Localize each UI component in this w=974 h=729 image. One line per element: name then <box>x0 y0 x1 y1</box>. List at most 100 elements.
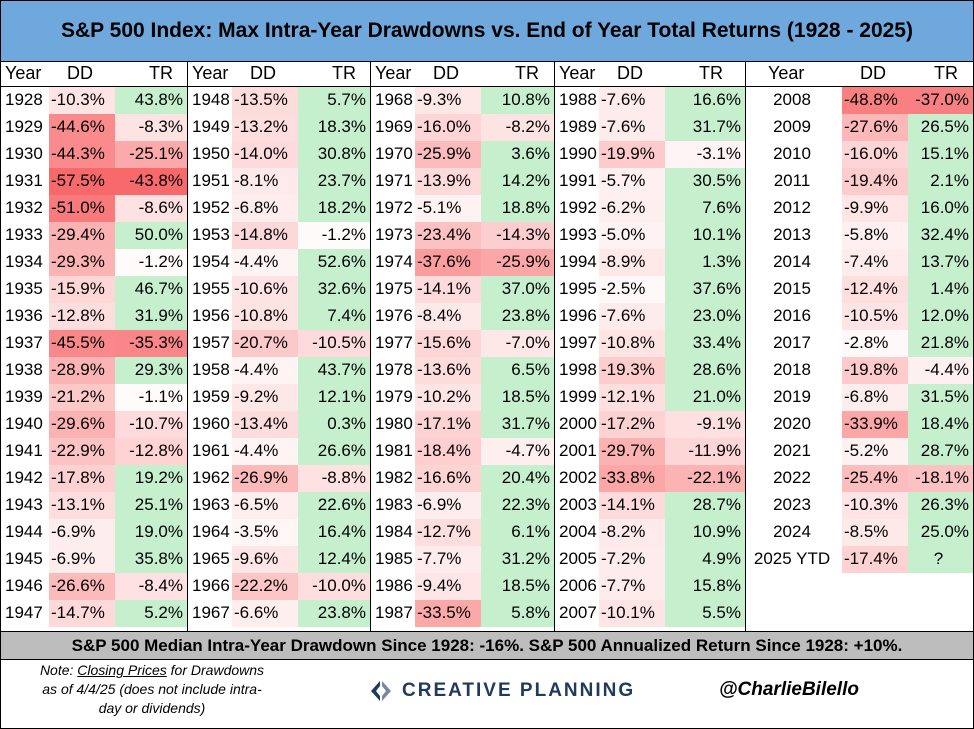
dd-value: -7.7% <box>601 576 646 595</box>
column-header-row: Year DD TR <box>746 62 973 87</box>
tr-value: 12.4% <box>317 549 366 568</box>
tr-cell-bg <box>298 384 370 411</box>
dd-value: -6.8% <box>844 387 889 406</box>
dd-value: -7.2% <box>601 549 646 568</box>
year-label: 2012 <box>773 198 811 217</box>
tr-value: 19.2% <box>134 468 183 487</box>
tr-value: 31.2% <box>501 549 550 568</box>
tr-value: 18.3% <box>317 117 366 136</box>
dd-value: -8.1% <box>234 171 279 190</box>
tr-cell-bg <box>481 222 554 249</box>
tr-cell-bg <box>665 546 745 573</box>
year-label: 2000 <box>559 414 597 433</box>
tr-value: -9.1% <box>696 414 741 433</box>
tr-cell-bg <box>481 168 554 195</box>
tr-cell-bg <box>908 330 973 357</box>
table-row: 1990 -19.9% -3.1% <box>555 141 745 168</box>
header-year: Year <box>559 63 596 83</box>
table-row: 1978 -13.6% 6.5% <box>371 357 554 384</box>
table-column-group: Year DD TR 2008 -48.8% -37.0% 2009 -27.6% 26.5% 2… <box>746 62 973 631</box>
tr-value: 31.7% <box>501 414 550 433</box>
header-year: Year <box>5 63 42 83</box>
tr-cell-bg <box>298 465 370 492</box>
tr-cell-bg <box>665 573 745 600</box>
year-label: 1986 <box>375 576 413 595</box>
table-row: 1999 -12.1% 21.0% <box>555 384 745 411</box>
tr-value: 30.5% <box>692 171 741 190</box>
dd-cell-bg <box>599 411 665 438</box>
table-row: 1981 -18.4% -4.7% <box>371 438 554 465</box>
header-dd: DD <box>433 63 459 83</box>
dd-cell-bg <box>599 546 665 573</box>
dd-cell-bg <box>599 438 665 465</box>
dd-cell-bg <box>415 303 481 330</box>
dd-value: -8.2% <box>601 522 646 541</box>
dd-value: -18.4% <box>417 441 471 460</box>
table-row: 1944 -6.9% 19.0% <box>1 519 187 546</box>
dd-value: -9.3% <box>417 90 462 109</box>
tr-value: 28.6% <box>692 360 741 379</box>
tr-value: 1.3% <box>702 252 741 271</box>
tr-value: 26.3% <box>920 495 969 514</box>
dd-value: -19.9% <box>601 144 655 163</box>
dd-cell-bg <box>232 438 298 465</box>
table-row: 1960 -13.4% 0.3% <box>188 411 370 438</box>
dd-cell-bg <box>599 141 665 168</box>
year-label: 2008 <box>773 90 811 109</box>
tr-value: 31.7% <box>692 117 741 136</box>
tr-value: 31.5% <box>920 387 969 406</box>
year-label: 1991 <box>559 171 597 190</box>
year-label: 1963 <box>192 495 230 514</box>
table-row: 1987 -33.5% 5.8% <box>371 600 554 627</box>
tr-value: 33.4% <box>692 333 741 352</box>
tr-cell-bg <box>298 276 370 303</box>
year-label: 1966 <box>192 576 230 595</box>
tr-cell-bg <box>481 276 554 303</box>
tr-value: 5.7% <box>327 90 366 109</box>
tr-value: 23.0% <box>692 306 741 325</box>
tr-cell-bg <box>481 384 554 411</box>
year-label: 1932 <box>5 198 43 217</box>
header-tr: TR <box>934 63 958 83</box>
dd-cell-bg <box>599 195 665 222</box>
tr-value: 0.3% <box>327 414 366 433</box>
tr-value: 23.7% <box>317 171 366 190</box>
year-label: 1947 <box>5 603 43 622</box>
year-label: 1989 <box>559 117 597 136</box>
dd-value: -7.6% <box>601 90 646 109</box>
tr-value: 43.7% <box>317 360 366 379</box>
note-line3: day or dividends) <box>98 700 206 716</box>
dd-cell-bg <box>232 357 298 384</box>
dd-cell-bg <box>842 330 908 357</box>
dd-cell-bg <box>842 465 908 492</box>
tr-value: ? <box>933 549 944 568</box>
dd-cell-bg <box>599 330 665 357</box>
dd-cell-bg <box>49 168 115 195</box>
dd-cell-bg <box>232 519 298 546</box>
tr-value: -43.8% <box>129 171 183 190</box>
table-row: 1936 -12.8% 31.9% <box>1 303 187 330</box>
dd-cell-bg <box>232 87 298 114</box>
dd-value: -10.1% <box>601 603 655 622</box>
tr-cell-bg <box>665 303 745 330</box>
tr-value: -8.8% <box>321 468 366 487</box>
table-row: 2010 -16.0% 15.1% <box>746 141 973 168</box>
table-row: 1974 -37.6% -25.9% <box>371 249 554 276</box>
dd-value: -57.5% <box>51 171 105 190</box>
tr-value: -8.3% <box>138 117 183 136</box>
table-row: 1965 -9.6% 12.4% <box>188 546 370 573</box>
dd-cell-bg <box>49 519 115 546</box>
dd-cell-bg <box>842 303 908 330</box>
dd-cell-bg <box>232 195 298 222</box>
dd-value: -9.2% <box>234 387 279 406</box>
table-row: 1963 -6.5% 22.6% <box>188 492 370 519</box>
dd-value: -10.3% <box>844 495 898 514</box>
dd-value: -17.1% <box>417 414 471 433</box>
dd-cell-bg <box>232 546 298 573</box>
year-label: 1937 <box>5 333 43 352</box>
tr-value: 14.2% <box>501 171 550 190</box>
tr-cell-bg <box>908 168 973 195</box>
dd-cell-bg <box>599 276 665 303</box>
dd-cell-bg <box>49 600 115 627</box>
